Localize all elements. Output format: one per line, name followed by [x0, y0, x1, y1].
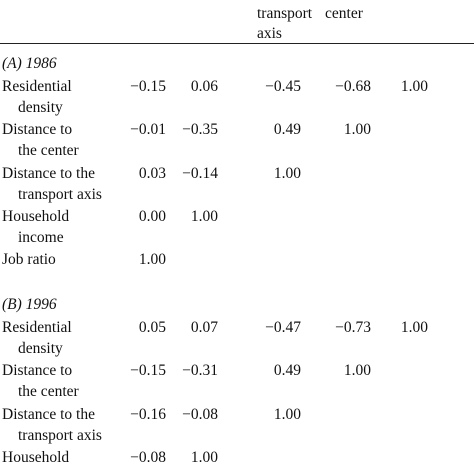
row-label: Distance to [2, 121, 73, 138]
table-cell: −0.45 [265, 78, 301, 95]
table-cell: 1.00 [400, 78, 428, 95]
table-cell: −0.68 [335, 78, 371, 95]
row-label-continuation: density [18, 99, 63, 116]
row-label-continuation: transport axis [18, 427, 102, 444]
table-cell: −0.08 [130, 449, 166, 466]
table-cell: 0.07 [190, 319, 218, 336]
table-cell: 0.06 [190, 78, 218, 95]
table-cell: −0.15 [130, 362, 166, 379]
table-cell: 1.00 [138, 251, 166, 268]
table-cell: 0.49 [273, 362, 301, 379]
row-label-continuation: the center [18, 142, 79, 159]
table-cell: 1.00 [273, 406, 301, 423]
table-cell: 0.05 [138, 319, 166, 336]
table-cell: 0.03 [138, 165, 166, 182]
section-title: (A) 1986 [2, 55, 57, 72]
row-label: Residential [2, 319, 72, 336]
header-col5-line1: center [325, 5, 363, 22]
table-cell: −0.31 [182, 362, 218, 379]
row-label: Job ratio [2, 251, 56, 268]
row-label: Residential [2, 78, 72, 95]
row-label: Household [2, 208, 70, 225]
table-cell: −0.15 [130, 78, 166, 95]
table-cell: 1.00 [190, 449, 218, 466]
table-cell: −0.08 [182, 406, 218, 423]
table-cell: 0.00 [138, 208, 166, 225]
table-cell: −0.01 [130, 121, 166, 138]
row-label-continuation: transport axis [18, 186, 102, 203]
header-rule [0, 43, 474, 44]
table-cell: 1.00 [343, 362, 371, 379]
header-col4-line2: axis [257, 25, 282, 42]
section-title: (B) 1996 [2, 296, 57, 313]
table-cell: 1.00 [400, 319, 428, 336]
row-label-continuation: density [18, 340, 63, 357]
table-cell: 1.00 [190, 208, 218, 225]
header-col4-line1: transport [257, 5, 313, 22]
table-cell: −0.35 [182, 121, 218, 138]
table-cell: 0.49 [273, 121, 301, 138]
table-cell: 1.00 [273, 165, 301, 182]
row-label: Distance to the [2, 406, 95, 423]
row-label-continuation: the center [18, 383, 79, 400]
table-cell: −0.14 [182, 165, 218, 182]
row-label: Distance to [2, 362, 73, 379]
row-label-continuation: income [18, 229, 64, 246]
table-cell: −0.73 [335, 319, 371, 336]
row-label: Distance to the [2, 165, 95, 182]
table-cell: −0.47 [265, 319, 301, 336]
table-cell: 1.00 [343, 121, 371, 138]
row-label: Household [2, 449, 70, 466]
table-cell: −0.16 [130, 406, 166, 423]
